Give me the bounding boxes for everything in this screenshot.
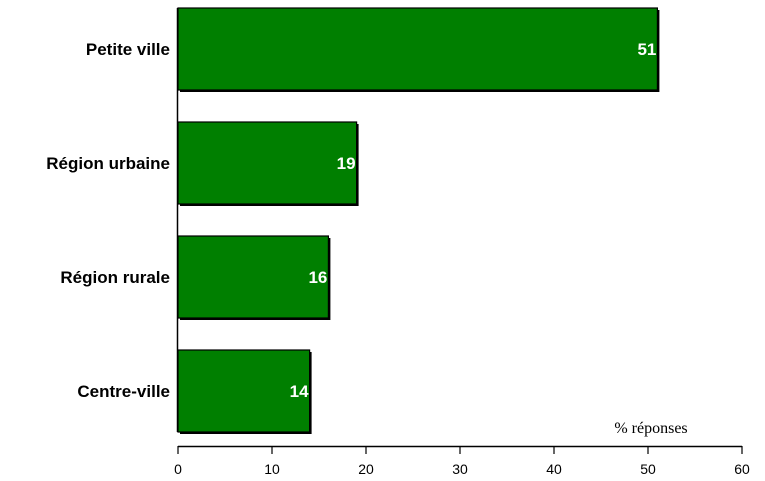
x-tick-label-30: 30	[452, 461, 468, 477]
category-labels: Petite ville Région urbaine Région rurale C…	[46, 40, 170, 401]
category-label-region-urbaine: Région urbaine	[46, 154, 170, 173]
category-label-region-rurale: Région rurale	[60, 268, 170, 287]
x-tick-label-60: 60	[734, 461, 750, 477]
x-tick-label-0: 0	[174, 461, 182, 477]
x-tick-label-50: 50	[640, 461, 656, 477]
x-tick-label-40: 40	[546, 461, 562, 477]
bar-region-rurale	[177, 235, 329, 319]
value-label-centre-ville: 14	[290, 382, 309, 401]
category-label-petite-ville: Petite ville	[86, 40, 170, 59]
value-label-petite-ville: 51	[637, 40, 656, 59]
x-axis-title: % réponses	[614, 420, 687, 437]
x-tick-label-10: 10	[264, 461, 280, 477]
bar-petite-ville	[177, 7, 658, 91]
bar-centre-ville	[177, 349, 311, 433]
value-labels: 51 19 16 14	[290, 40, 657, 401]
x-axis-ticks: 0 10 20 30 40 50 60	[174, 446, 750, 477]
bar-region-urbaine	[177, 121, 358, 205]
category-label-centre-ville: Centre-ville	[77, 382, 170, 401]
bars-group	[177, 7, 660, 434]
x-tick-label-20: 20	[358, 461, 374, 477]
value-label-region-urbaine: 19	[337, 154, 356, 173]
value-label-region-rurale: 16	[308, 268, 327, 287]
